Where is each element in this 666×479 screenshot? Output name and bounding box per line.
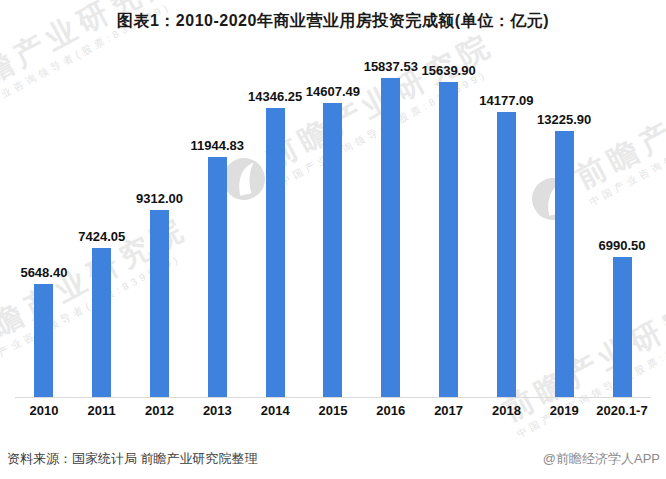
- bar-value-label: 9312.00: [136, 191, 183, 206]
- bar-value-label: 15837.53: [364, 59, 418, 74]
- bar-value-label: 14607.49: [306, 84, 360, 99]
- bar-column: 7424.05: [73, 55, 131, 398]
- x-axis-labels: 2010201120122013201420152016201720182019…: [15, 403, 651, 418]
- bar-column: 6990.50: [593, 55, 651, 398]
- bar-column: 15639.90: [420, 55, 478, 398]
- x-axis-tick-label: 2017: [420, 403, 478, 418]
- bar: [150, 210, 169, 398]
- bar: [497, 112, 516, 398]
- x-axis-tick-label: 2011: [73, 403, 131, 418]
- bar: [555, 131, 574, 398]
- bar-column: 14346.25: [246, 55, 304, 398]
- x-axis-line: [15, 397, 651, 398]
- bar-column: 13225.90: [535, 55, 593, 398]
- x-axis-tick-label: 2012: [131, 403, 189, 418]
- bar-column: 11944.83: [188, 55, 246, 398]
- x-axis-tick-label: 2014: [246, 403, 304, 418]
- bar: [92, 248, 111, 398]
- x-axis-tick-label: 2018: [478, 403, 536, 418]
- bar-column: 9312.00: [131, 55, 189, 398]
- data-source-note: 资料来源：国家统计局 前瞻产业研究院整理: [7, 450, 258, 468]
- bar-column: 14607.49: [304, 55, 362, 398]
- publisher-credit: @前瞻经济学人APP: [543, 450, 660, 468]
- bar: [613, 257, 632, 398]
- bar-value-label: 6990.50: [599, 238, 646, 253]
- x-axis-tick-label: 2013: [188, 403, 246, 418]
- bar-column: 15837.53: [362, 55, 420, 398]
- x-axis-tick-label: 2020.1-7: [593, 403, 651, 418]
- bar-value-label: 7424.05: [78, 229, 125, 244]
- bar-value-label: 11944.83: [191, 138, 245, 153]
- bar: [381, 78, 400, 398]
- bar-value-label: 13225.90: [537, 112, 591, 127]
- x-axis-tick-label: 2015: [304, 403, 362, 418]
- bar-value-label: 15639.90: [421, 63, 475, 78]
- x-axis-tick-label: 2019: [535, 403, 593, 418]
- bar: [208, 157, 227, 398]
- bar: [266, 108, 285, 398]
- bar-chart-plot-area: 5648.40 7424.05 9312.00 11944.83 14346.25 146…: [15, 55, 651, 398]
- bar-column: 14177.09: [478, 55, 536, 398]
- bar-value-label: 14346.25: [248, 89, 302, 104]
- x-axis-tick-label: 2010: [15, 403, 73, 418]
- chart-title: 图表1：2010-2020年商业营业用房投资完成额(单位：亿元): [0, 11, 666, 32]
- chart-screenshot: 前瞻产业研究院中国产业咨询领导者(股票:839599)前瞻产业研究院中国产业咨询…: [0, 0, 666, 479]
- bar: [323, 103, 342, 398]
- bar: [34, 284, 53, 398]
- bar-value-label: 14177.09: [479, 93, 533, 108]
- x-axis-tick-label: 2016: [362, 403, 420, 418]
- bar: [439, 82, 458, 398]
- bar-column: 5648.40: [15, 55, 73, 398]
- bar-value-label: 5648.40: [20, 265, 67, 280]
